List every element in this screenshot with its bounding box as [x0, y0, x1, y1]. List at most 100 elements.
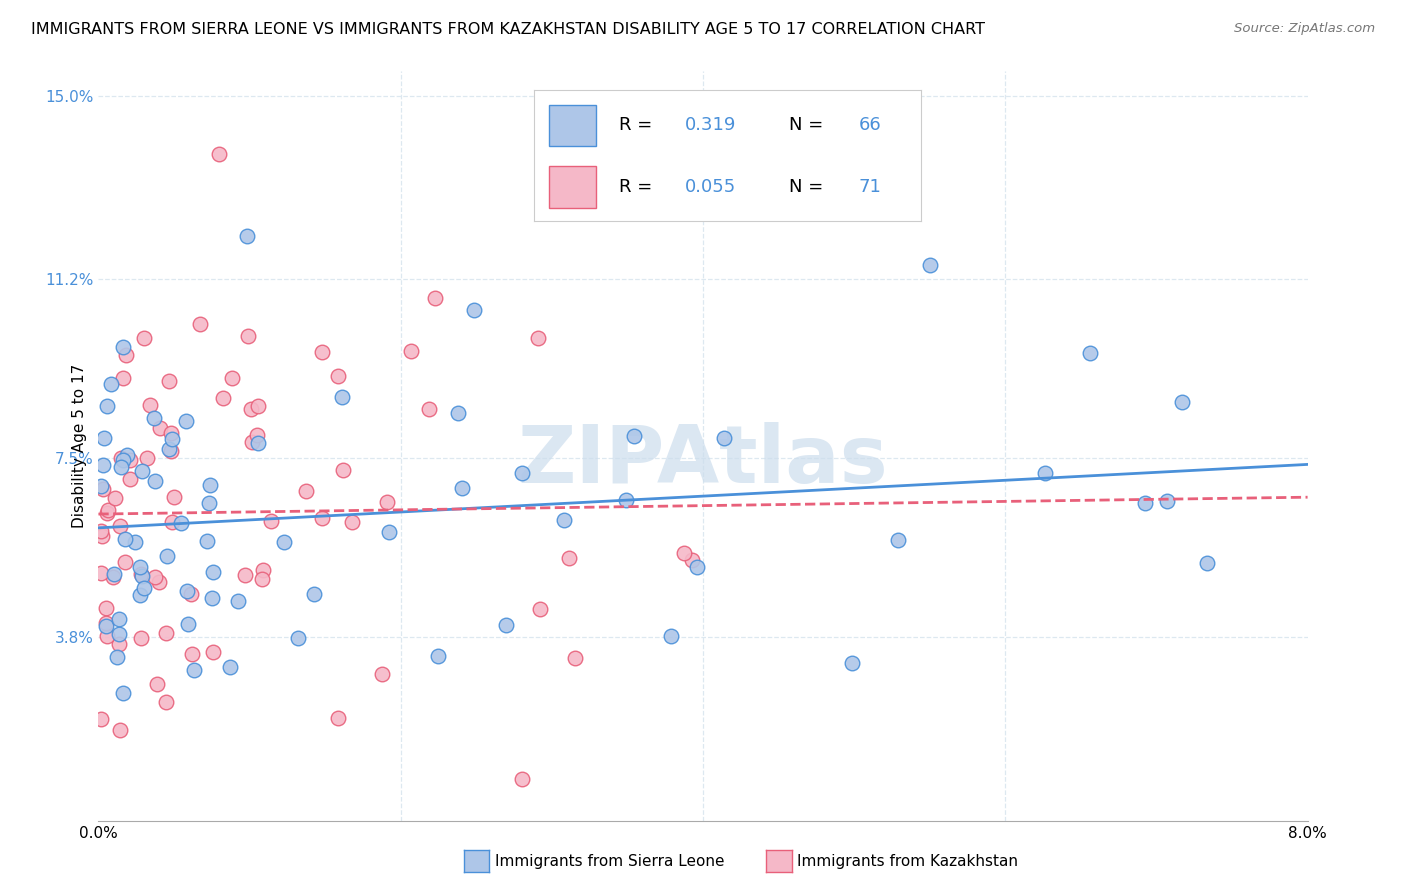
Point: [96, 629, 118, 643]
Point: [200, 591, 222, 605]
Point: [100, 376, 122, 391]
Point: [108, 627, 131, 641]
Point: [177, 617, 200, 632]
Point: [260, 514, 283, 528]
Point: [418, 401, 440, 416]
Point: [529, 602, 551, 616]
Point: [143, 475, 166, 489]
Point: [160, 515, 183, 529]
Point: [614, 493, 637, 508]
Point: [463, 303, 485, 318]
Point: [131, 464, 153, 478]
Point: [91, 458, 114, 472]
Point: [110, 459, 132, 474]
Point: [129, 588, 152, 602]
Point: [97, 503, 120, 517]
Point: [117, 448, 139, 462]
Text: ZIPAtlas: ZIPAtlas: [517, 422, 889, 500]
Point: [221, 370, 243, 384]
Point: [148, 574, 170, 589]
Point: [91, 529, 114, 543]
Point: [139, 398, 162, 412]
Point: [1133, 496, 1156, 510]
Point: [495, 618, 517, 632]
Point: [155, 626, 177, 640]
Point: [371, 667, 394, 681]
Point: [94, 619, 117, 633]
Point: [553, 513, 575, 527]
Point: [510, 467, 533, 481]
Point: [918, 258, 941, 272]
Point: [159, 444, 181, 458]
Point: [183, 663, 205, 677]
Point: [451, 481, 474, 495]
Point: [208, 146, 231, 161]
Point: [96, 506, 118, 520]
Point: [226, 594, 249, 608]
Y-axis label: Disability Age 5 to 17: Disability Age 5 to 17: [72, 364, 87, 528]
Point: [342, 516, 364, 530]
Point: [198, 495, 221, 509]
Point: [1170, 394, 1192, 409]
Point: [142, 411, 165, 425]
Point: [90, 524, 112, 538]
Point: [131, 631, 153, 645]
Point: [659, 629, 682, 643]
Point: [114, 555, 136, 569]
Point: [510, 772, 533, 786]
Point: [246, 428, 269, 442]
Point: [131, 568, 153, 582]
Point: [170, 516, 193, 530]
Point: [330, 390, 353, 404]
Point: [96, 400, 118, 414]
Point: [157, 374, 180, 388]
Point: [94, 616, 117, 631]
Point: [146, 677, 169, 691]
Point: [236, 228, 259, 243]
Point: [287, 631, 309, 645]
Point: [401, 344, 423, 359]
Point: [686, 560, 709, 574]
Point: [174, 414, 197, 428]
Point: [93, 431, 115, 445]
Point: [233, 568, 256, 582]
Point: [114, 532, 136, 546]
Point: [104, 491, 127, 506]
Point: [201, 566, 224, 580]
Point: [212, 391, 235, 405]
Point: [108, 723, 131, 737]
Point: [326, 711, 349, 725]
Point: [425, 292, 447, 306]
Point: [427, 648, 450, 663]
Point: [103, 567, 125, 582]
Point: [115, 348, 138, 362]
Point: [1033, 466, 1056, 480]
Point: [1195, 556, 1218, 570]
Point: [108, 518, 131, 533]
Point: [181, 647, 204, 661]
Point: [527, 331, 550, 345]
Point: [447, 406, 470, 420]
Point: [623, 429, 645, 443]
Point: [239, 401, 262, 416]
Point: [681, 553, 703, 567]
Point: [311, 510, 333, 524]
Point: [377, 494, 399, 508]
Point: [124, 534, 146, 549]
Point: [246, 436, 269, 450]
Point: [132, 331, 155, 345]
Text: Source: ZipAtlas.com: Source: ZipAtlas.com: [1234, 22, 1375, 36]
Point: [201, 645, 224, 659]
Point: [160, 433, 183, 447]
Point: [135, 451, 157, 466]
Point: [1156, 493, 1178, 508]
Point: [247, 399, 270, 413]
Point: [108, 612, 131, 626]
Text: IMMIGRANTS FROM SIERRA LEONE VS IMMIGRANTS FROM KAZAKHSTAN DISABILITY AGE 5 TO 1: IMMIGRANTS FROM SIERRA LEONE VS IMMIGRAN…: [31, 22, 986, 37]
Point: [841, 656, 863, 670]
Point: [328, 369, 350, 384]
Point: [377, 525, 399, 540]
Point: [188, 317, 211, 331]
Point: [90, 479, 112, 493]
Point: [111, 340, 134, 354]
